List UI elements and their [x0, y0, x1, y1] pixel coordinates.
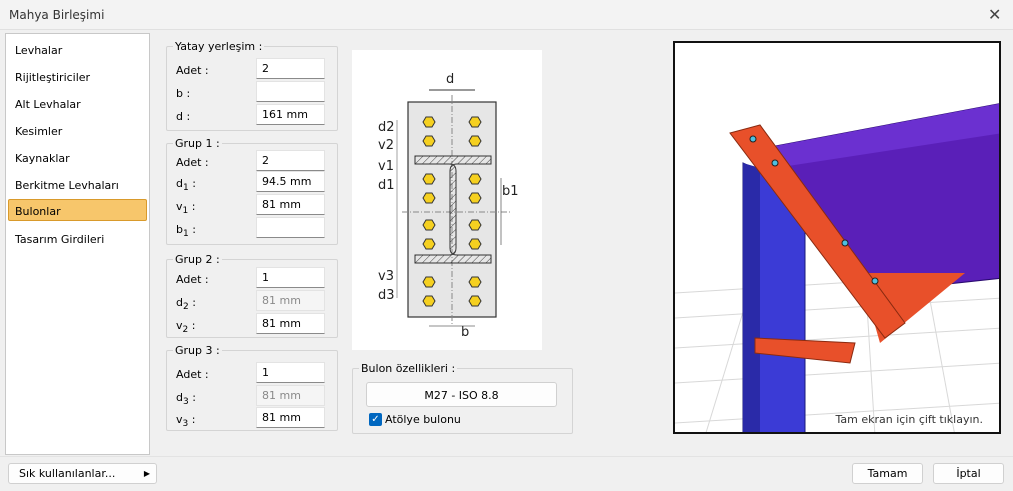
grup2-adet-input[interactable]: 1	[256, 267, 325, 288]
yatay-legend: Yatay yerleşim :	[175, 40, 263, 53]
sidebar: Levhalar Rijitleştiriciler Alt Levhalar …	[5, 33, 150, 455]
svg-text:d1: d1	[378, 178, 395, 193]
bolt-hex	[468, 295, 482, 307]
bolt-layout-diagram: d d2 v2 v1 d1 b1 v3 d3 b	[352, 50, 542, 350]
ok-button[interactable]: Tamam	[852, 463, 923, 484]
grup1-d-input[interactable]: 94.5 mm	[256, 171, 325, 192]
title-bar	[0, 0, 1013, 30]
workshop-bolt-label: Atölye bulonu	[385, 413, 461, 426]
bolt-hex	[468, 173, 482, 185]
yatay-d-input[interactable]: 161 mm	[256, 104, 325, 125]
grup1-legend: Grup 1 :	[175, 137, 220, 150]
cancel-button[interactable]: İptal	[933, 463, 1004, 484]
grup2-d-input: 81 mm	[256, 290, 325, 311]
bolt-hex	[422, 135, 436, 147]
svg-text:b1: b1	[502, 184, 519, 199]
v2-label: v2 :	[176, 319, 196, 336]
bolt-properties-legend: Bulon özellikleri :	[361, 362, 456, 375]
bolt-hex	[468, 192, 482, 204]
bolt-type-button[interactable]: M27 - ISO 8.8	[366, 382, 557, 407]
close-icon[interactable]: ✕	[988, 5, 1002, 24]
bolt-hex	[422, 238, 436, 250]
grup2-legend: Grup 2 :	[175, 253, 220, 266]
svg-text:d2: d2	[378, 120, 395, 135]
bolt-hex	[422, 173, 436, 185]
b-label: b :	[176, 87, 191, 100]
bolt-hex	[468, 135, 482, 147]
grup1-group: Grup 1 :	[166, 137, 338, 245]
sidebar-item-kesimler[interactable]: Kesimler	[15, 125, 63, 138]
svg-text:v2: v2	[378, 138, 394, 153]
grup3-adet-input[interactable]: 1	[256, 362, 325, 383]
d2-label: d2 :	[176, 296, 196, 313]
end-plate	[729, 124, 906, 339]
workshop-bolt-checkbox[interactable]: ✓	[369, 413, 382, 426]
bolt-hex	[422, 295, 436, 307]
bolt-hex	[422, 192, 436, 204]
grup3-v-input[interactable]: 81 mm	[256, 407, 325, 428]
sidebar-item-kaynaklar[interactable]: Kaynaklar	[15, 152, 70, 165]
sidebar-item-levhalar[interactable]: Levhalar	[15, 44, 63, 57]
bolt-hex	[422, 116, 436, 128]
bolt-hex	[468, 116, 482, 128]
grup3-group: Grup 3 :	[166, 344, 338, 431]
fullscreen-hint: Tam ekran için çift tıklayın.	[835, 413, 983, 426]
bolt-hex	[468, 276, 482, 288]
d-label: d :	[176, 110, 191, 123]
adet-label: Adet :	[176, 156, 209, 169]
grup1-v-input[interactable]: 81 mm	[256, 194, 325, 215]
grup2-v-input[interactable]: 81 mm	[256, 313, 325, 334]
adet-label: Adet :	[176, 64, 209, 77]
bolt-properties-group: Bulon özellikleri :	[352, 362, 573, 434]
yatay-group: Yatay yerleşim :	[166, 40, 338, 131]
chevron-right-icon: ▶	[143, 469, 150, 478]
yatay-b-input[interactable]	[256, 81, 325, 102]
grup2-group: Grup 2 :	[166, 253, 338, 338]
sidebar-item-bulonlar[interactable]: Bulonlar	[8, 199, 147, 221]
svg-text:v1: v1	[378, 159, 394, 174]
svg-text:v3: v3	[378, 269, 394, 284]
adet-label: Adet :	[176, 273, 209, 286]
bolts	[422, 116, 482, 307]
grup3-legend: Grup 3 :	[175, 344, 220, 357]
sidebar-item-tasarim-girdileri[interactable]: Tasarım Girdileri	[15, 233, 105, 246]
b1-label: b1 :	[176, 223, 196, 240]
sidebar-item-alt-levhalar[interactable]: Alt Levhalar	[15, 98, 81, 111]
adet-label: Adet :	[176, 368, 209, 381]
svg-text:d3: d3	[378, 288, 395, 303]
sidebar-item-berkitme-levhalari[interactable]: Berkitme Levhaları	[15, 179, 119, 192]
bolt-hex	[468, 238, 482, 250]
d1-label: d1 :	[176, 177, 196, 194]
divider	[0, 456, 1013, 457]
window-title: Mahya Birleşimi	[9, 8, 105, 22]
d3-label: d3 :	[176, 391, 196, 408]
bolt-hex	[422, 219, 436, 231]
v3-label: v3 :	[176, 413, 196, 430]
stiffener	[754, 337, 856, 364]
favorites-button[interactable]: Sık kullanılanlar... ▶	[8, 463, 157, 484]
bolt-hex	[422, 276, 436, 288]
yatay-adet-input[interactable]: 2	[256, 58, 325, 79]
grup1-adet-input[interactable]: 2	[256, 150, 325, 171]
bolt-hex	[468, 219, 482, 231]
3d-view[interactable]: Tam ekran için çift tıklayın.	[673, 41, 1001, 434]
v1-label: v1 :	[176, 200, 196, 217]
svg-text:d: d	[446, 72, 454, 87]
i-beam-section	[414, 155, 492, 264]
grup3-d-input: 81 mm	[256, 385, 325, 406]
grup1-b-input[interactable]	[256, 217, 325, 238]
svg-text:b: b	[461, 325, 469, 340]
sidebar-item-rijitlestiriciler[interactable]: Rijitleştiriciler	[15, 71, 91, 84]
